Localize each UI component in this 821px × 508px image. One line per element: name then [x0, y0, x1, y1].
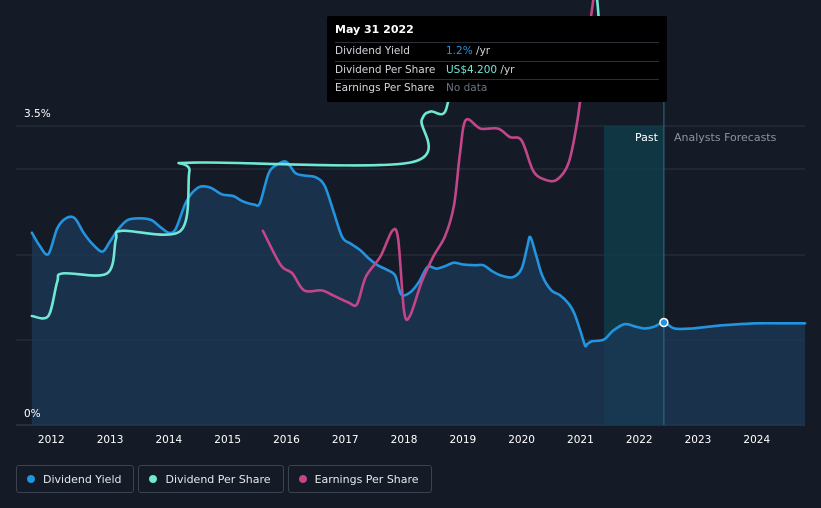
- tooltip-value-suffix: /yr: [497, 63, 515, 76]
- x-tick-label: 2012: [38, 434, 65, 446]
- legend-label: Dividend Per Share: [165, 472, 271, 486]
- x-tick-label: 2014: [155, 434, 182, 446]
- x-tick-label: 2017: [332, 434, 359, 446]
- tooltip-value-number: US$4.200: [446, 63, 498, 76]
- legend-dot-icon: [298, 475, 307, 483]
- past-label: Past: [635, 131, 658, 144]
- tooltip-value-suffix: /yr: [472, 45, 491, 57]
- markers-layer: [659, 100, 669, 425]
- x-tick-label: 2019: [449, 434, 476, 446]
- x-tick-label: 2024: [743, 434, 770, 446]
- legend-item-dividend-yield[interactable]: Dividend Yield: [16, 465, 135, 493]
- legend-label: Dividend Yield: [43, 472, 122, 486]
- tooltip-row-dividend-per-share: Dividend Per Share US$4.200 /yr: [335, 60, 659, 80]
- legend-item-dividend-per-share[interactable]: Dividend Per Share: [138, 465, 284, 493]
- x-axis-ticks: 2012 2013 2014 2015 2016 2017 2018 2019 2020 2021…: [38, 434, 771, 446]
- tooltip-date: May 31 2022: [335, 23, 414, 36]
- x-tick-label: 2015: [214, 434, 241, 446]
- series-line-dividend-yield: [30, 160, 807, 348]
- tooltip-value: US$4.200 /yr: [446, 62, 515, 80]
- y-tick-top: 3.5%: [24, 108, 51, 120]
- tooltip-row-earnings-per-share: Earnings Per Share No data: [335, 79, 659, 98]
- legend-item-earnings-per-share[interactable]: Earnings Per Share: [287, 465, 432, 493]
- x-tick-label: 2022: [626, 434, 653, 446]
- tooltip-label: Earnings Per Share: [335, 82, 435, 94]
- legend: Dividend Yield Dividend Per Share Earnin…: [16, 465, 432, 493]
- tooltip-label: Dividend Yield: [335, 45, 410, 57]
- y-tick-bottom: 0%: [24, 408, 41, 420]
- x-tick-label: 2016: [273, 434, 300, 446]
- tooltip-value: No data: [446, 80, 487, 98]
- x-tick-label: 2018: [391, 434, 418, 446]
- tooltip-value-number: No data: [446, 82, 488, 94]
- legend-dot-icon: [149, 475, 158, 483]
- tooltip-value-number: 1.2%: [446, 45, 473, 57]
- tooltip-row-dividend-yield: Dividend Yield 1.2% /yr: [335, 42, 659, 61]
- tooltip-label: Dividend Per Share: [335, 63, 436, 76]
- tooltip: May 31 2022 Dividend Yield 1.2% /yr Divi…: [327, 16, 667, 102]
- x-tick-label: 2021: [567, 434, 594, 446]
- legend-dot-icon: [27, 475, 35, 483]
- x-tick-label: 2013: [97, 434, 124, 446]
- tooltip-value: 1.2% /yr: [446, 43, 490, 61]
- legend-label: Earnings Per Share: [314, 472, 419, 486]
- x-tick-label: 2023: [685, 434, 712, 446]
- marker-dividend-yield: [659, 317, 669, 328]
- forecast-label: Analysts Forecasts: [674, 131, 777, 144]
- series-line-earnings-per-share: [261, 0, 595, 322]
- x-tick-label: 2020: [508, 434, 535, 446]
